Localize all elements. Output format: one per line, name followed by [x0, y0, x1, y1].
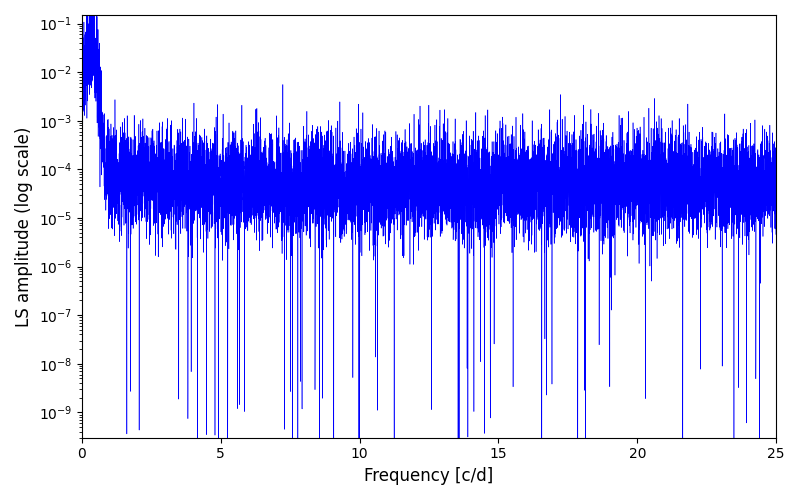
Y-axis label: LS amplitude (log scale): LS amplitude (log scale)	[15, 126, 33, 326]
X-axis label: Frequency [c/d]: Frequency [c/d]	[364, 467, 494, 485]
